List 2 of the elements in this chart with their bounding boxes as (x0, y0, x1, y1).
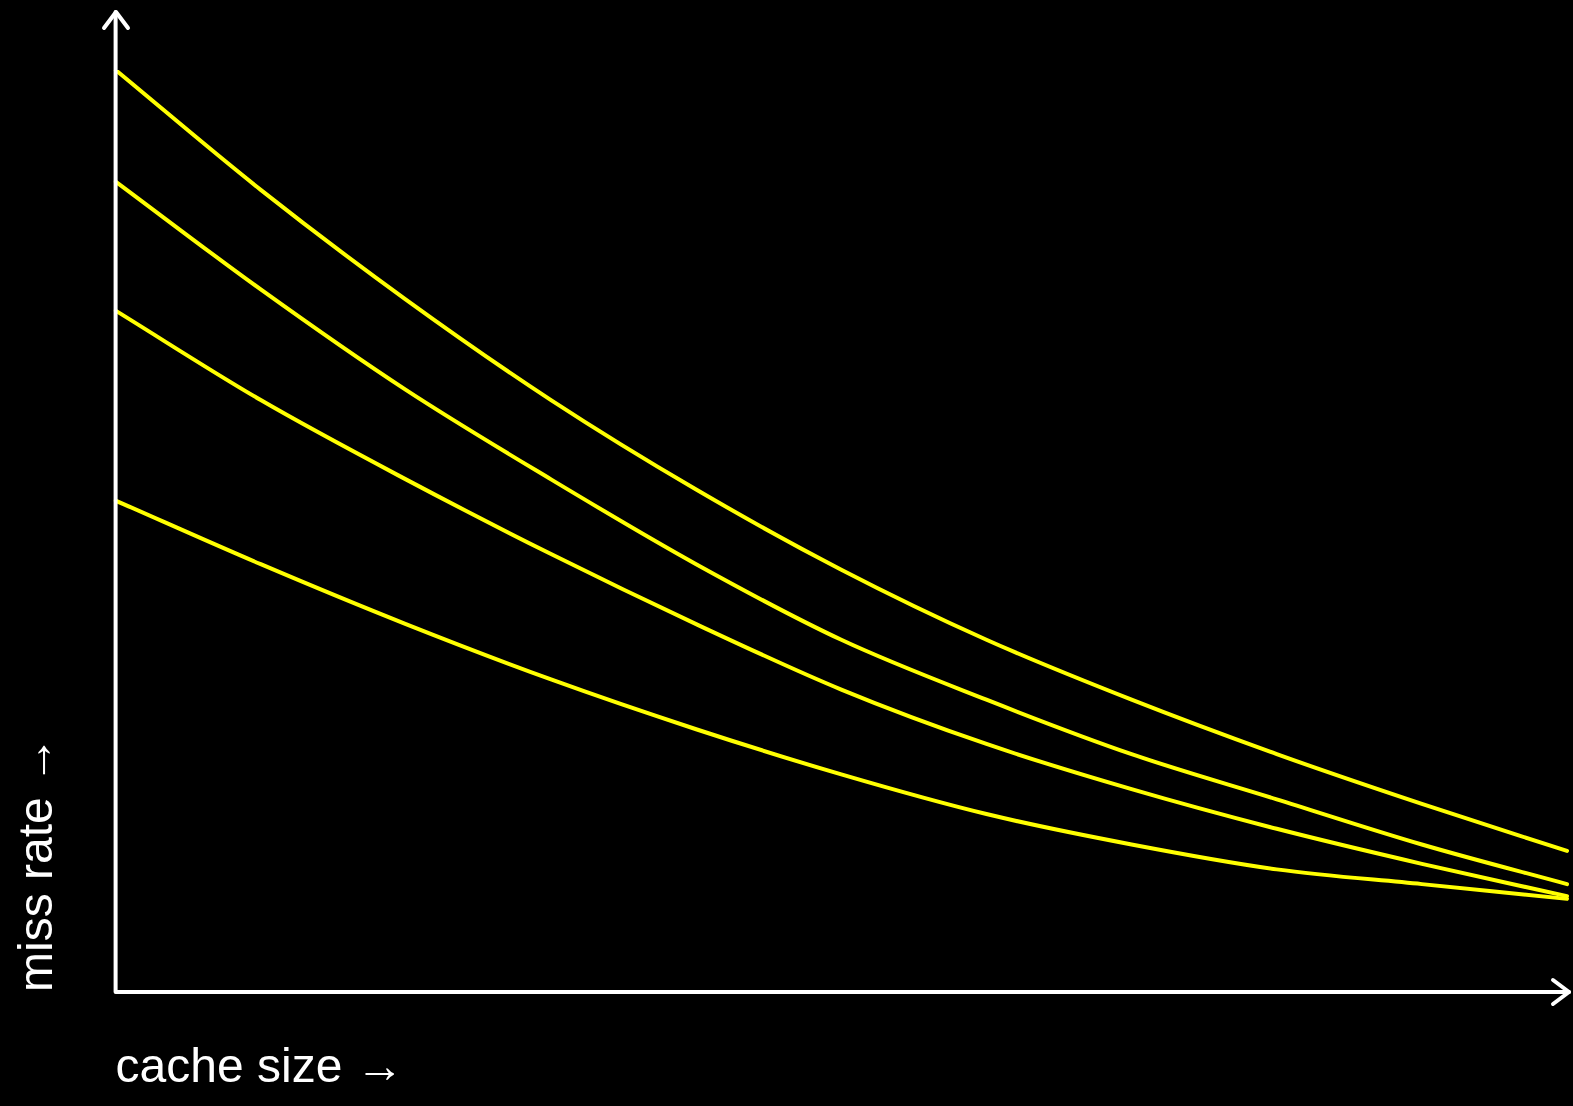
y-axis-title: miss rate → (9, 735, 63, 992)
x-axis-title: cache size → (115, 1039, 404, 1093)
